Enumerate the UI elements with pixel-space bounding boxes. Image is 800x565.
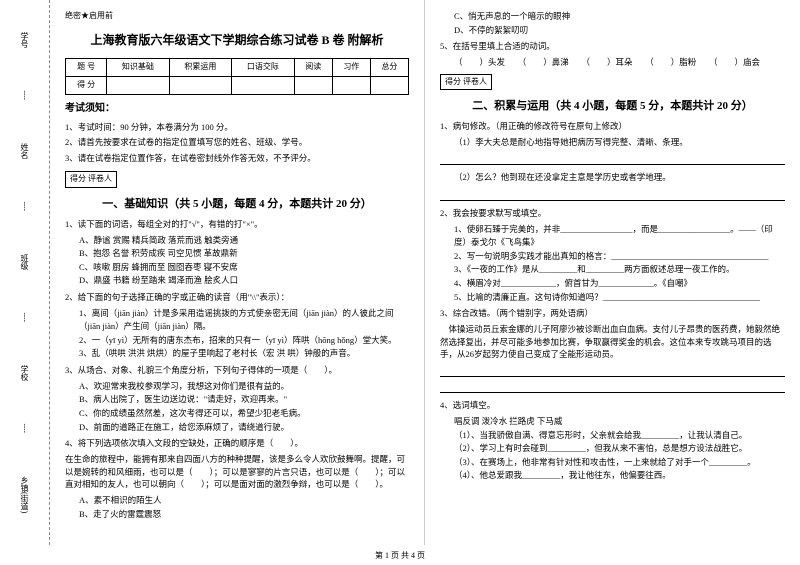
left-column: 绝密★启用前 上海教育版六年级语文下学期综合练习试卷 B 卷 附解析 题 号 知… bbox=[50, 0, 425, 545]
score-header: 题 号 bbox=[66, 58, 107, 76]
table-row: 得 分 bbox=[66, 76, 409, 94]
binding-label-xuehao: 学号 bbox=[19, 32, 30, 48]
binding-label-banji: 班级 bbox=[19, 254, 30, 270]
s2q4-line: （2）、学习上有时会碰到_________，但我从来不害怕，总是想方设法战胜它。 bbox=[454, 442, 785, 456]
s2q2-line: 2、写一句说明多实践才能出真知的格言：_____________________… bbox=[454, 250, 785, 264]
answer-blank[interactable] bbox=[440, 155, 785, 165]
score-header: 阅读 bbox=[294, 58, 332, 76]
score-header: 口语交际 bbox=[232, 58, 295, 76]
s2q1-line: （2）怎么？他到现在还没拿定主意是学历史或者学地理。 bbox=[454, 171, 785, 185]
binding-mark: ┊ bbox=[22, 202, 27, 211]
score-header: 积累运用 bbox=[169, 58, 232, 76]
score-cell bbox=[332, 76, 370, 94]
binding-label-xiangzhen: 乡镇(街道) bbox=[19, 476, 30, 513]
right-column: C、悄无声息的一个暗示的眼神 D、不停的絮絮叨叨 5、在括号里填上合适的动词。 … bbox=[425, 0, 800, 545]
q4-text: 在生命的旅程中，能拥有那来自四面八方的种种提醒，该是多么令人欢欣鼓舞啊。提醒，可… bbox=[65, 453, 409, 491]
q3-opt: C、你的成绩虽然然差，这次考得还可以，希望少犯老毛病。 bbox=[79, 407, 409, 421]
q3-opt: D、前面的道路正在施工，给您添麻烦了，请绕道行驶。 bbox=[79, 421, 409, 435]
q1-opt: C、咳嗽 厨房 蜂拥而至 囫囵吞枣 寝不安席 bbox=[79, 261, 409, 275]
s2q2-line: 4、横眉冷对_____________，俯首甘为_____________。《自… bbox=[454, 277, 785, 291]
s2q4-stem: 4、选词填空。 bbox=[440, 399, 785, 412]
q1-opt: D、鼎盛 书籍 纷至踏来 竭泽而渔 脍炙人口 bbox=[79, 274, 409, 288]
s2q4-line: （1）、当我骄傲自满、得意忘形时，父亲就会给我_________，让我认清自己。 bbox=[454, 429, 785, 443]
secret-label: 绝密★启用前 bbox=[65, 10, 409, 23]
q4-opt: B、走了火的雷霆震怒 bbox=[79, 508, 409, 522]
exam-title: 上海教育版六年级语文下学期综合练习试卷 B 卷 附解析 bbox=[65, 31, 409, 50]
q1-stem: 1、读下面的词语，每组全对的打"√"，有错的打"×"。 bbox=[65, 218, 409, 231]
score-cell: 得 分 bbox=[66, 76, 107, 94]
q3-opt: A、欢迎常来我校参观学习，我想这对你们是很有益的。 bbox=[79, 380, 409, 394]
q4-stem: 4、将下列选项依次填入文段的空缺处，正确的顺序是（ ）。 bbox=[65, 437, 409, 450]
binding-margin: 学号 ┊ 姓名 ┊ 班级 ┊ 学校 ┊ 乡镇(街道) bbox=[0, 0, 50, 545]
s2q3-stem: 3、综合改错。（两个错别字，两处语病） bbox=[440, 307, 785, 320]
answer-blank[interactable] bbox=[440, 191, 785, 201]
score-cell bbox=[232, 76, 295, 94]
q3-opt: B、病人出院了，医生边送边说："请走好，欢迎再来。" bbox=[79, 393, 409, 407]
s2q1-stem: 1、病句修改。（用正确的修改符号在原句上修改） bbox=[440, 120, 785, 133]
section1-title: 一、基础知识（共 5 小题，每题 4 分，本题共计 20 分） bbox=[65, 196, 409, 214]
q5-line: （ ）头发 （ ）鼻涕 （ ）耳朵 （ ）脂粉 （ ）庙会 bbox=[454, 56, 785, 70]
score-cell bbox=[370, 76, 408, 94]
answer-blank[interactable] bbox=[440, 367, 785, 377]
binding-mark: ┊ bbox=[22, 91, 27, 100]
score-header: 总分 bbox=[370, 58, 408, 76]
q4-opt-cont: D、不停的絮絮叨叨 bbox=[454, 24, 785, 38]
s2q3-text: 体操运动员丘索金娜的儿子阿廖沙被诊断出血白血病。支付儿子昂贵的医药费，她毅然绝然… bbox=[440, 323, 785, 361]
q2-line: 1、离间（jiān jiàn）计是多采用造谣挑拨的方式使亲密无间（jiān ji… bbox=[79, 307, 409, 334]
score-header: 知识基础 bbox=[107, 58, 170, 76]
s2q2-line: 1、使卵石臻于完美的，并非_________________，而是_______… bbox=[454, 223, 785, 250]
q3-stem: 3、从场合、对象、礼貌三个角度分析，下列句子得体的一项是（ ）。 bbox=[65, 364, 409, 377]
s2q2-stem: 2、我会按要求默写或填空。 bbox=[440, 207, 785, 220]
notice-item: 3、请在试卷指定位置作答，在试卷密封线外作答无效，不予评分。 bbox=[65, 152, 409, 166]
answer-blank[interactable] bbox=[440, 383, 785, 393]
s2q2-line: 5、比喻的清廉正直。这句诗你知道吗？______________________… bbox=[454, 291, 785, 305]
table-row: 题 号 知识基础 积累运用 口语交际 阅读 习作 总分 bbox=[66, 58, 409, 76]
s2q1-line: （1）李大夫总是耐心地指导她把病历写得完整、清晰、条理。 bbox=[454, 136, 785, 150]
q5-stem: 5、在括号里填上合适的动词。 bbox=[440, 40, 785, 53]
scorer-box: 得分 评卷人 bbox=[440, 74, 492, 91]
scorer-box: 得分 评卷人 bbox=[65, 171, 117, 188]
score-cell bbox=[169, 76, 232, 94]
s2q4-words: 唱反调 泼冷水 拦路虎 下马威 bbox=[454, 415, 785, 429]
score-header: 习作 bbox=[332, 58, 370, 76]
score-cell bbox=[107, 76, 170, 94]
q4-opt: A、素不相识的陌生人 bbox=[79, 494, 409, 508]
notice-item: 1、考试时间：90 分钟，本卷满分为 100 分。 bbox=[65, 121, 409, 135]
q2-stem: 2、给下面的句子选择正确的字或正确的读音（用"\\"表示）： bbox=[65, 291, 409, 304]
q1-opt: B、抱怨 名誉 积劳成疾 司空见惯 革故鼎新 bbox=[79, 247, 409, 261]
binding-label-xingming: 姓名 bbox=[19, 143, 30, 159]
section2-title: 二、积累与运用（共 4 小题，每题 5 分，本题共计 20 分） bbox=[440, 98, 785, 116]
score-table: 题 号 知识基础 积累运用 口语交际 阅读 习作 总分 得 分 bbox=[65, 58, 409, 95]
s2q2-line: 3、《一夜的工作》是从_________和_________两方面叙述总理一夜工… bbox=[454, 263, 785, 277]
notice-item: 2、请首先按要求在试卷的指定位置填写您的姓名、班级、学号。 bbox=[65, 136, 409, 150]
q4-opt-cont: C、悄无声息的一个暗示的眼神 bbox=[454, 10, 785, 24]
binding-mark: ┊ bbox=[22, 424, 27, 433]
q1-opt: A、静谧 赏赐 精兵简政 落荒而逃 触类旁通 bbox=[79, 234, 409, 248]
notice-title: 考试须知： bbox=[65, 101, 409, 117]
q2-line: 3、乱（哄哄 洪洪 烘烘）的屋子里响起了老村长（宏 洪 哄）钟般的声音。 bbox=[79, 347, 409, 361]
s2q4-line: （4）、他总爱跟我_________，我让他往东，他偏要往西。 bbox=[454, 469, 785, 483]
binding-mark: ┊ bbox=[22, 313, 27, 322]
content-area: 绝密★启用前 上海教育版六年级语文下学期综合练习试卷 B 卷 附解析 题 号 知… bbox=[50, 0, 800, 545]
binding-label-xuexiao: 学校 bbox=[19, 365, 30, 381]
s2q4-line: （3）、在赛场上，他非常有针对性和攻击性，一上来就给了对手一个_________… bbox=[454, 456, 785, 470]
q2-line: 2、一（yī yì）无所有的唐东杰布，招来的只有一（yī yì）阵哄（hōng … bbox=[79, 334, 409, 348]
score-cell bbox=[294, 76, 332, 94]
page-footer: 第 1 页 共 4 页 bbox=[0, 550, 800, 561]
